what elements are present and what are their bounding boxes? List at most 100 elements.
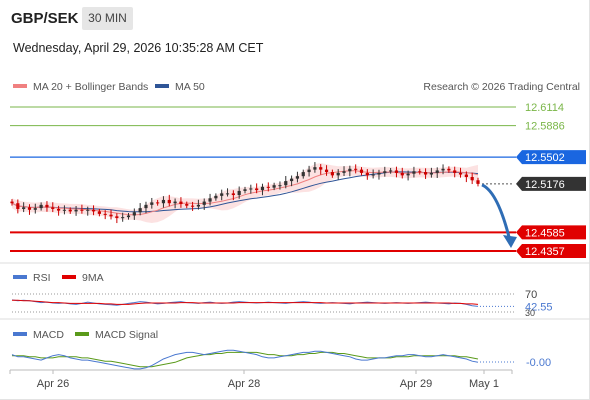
candle-body (237, 190, 241, 196)
candle-body (144, 204, 148, 209)
candle-body (423, 172, 428, 175)
level-tag-label: 12.5886 (525, 121, 565, 133)
candle-body (156, 202, 160, 204)
candle-body (225, 193, 230, 195)
candle-body (39, 204, 43, 209)
level-tag-label: 12.5502 (525, 152, 565, 164)
candle-body (109, 214, 113, 217)
candle-body (383, 171, 387, 173)
candle-body (150, 202, 154, 205)
candle-body (348, 168, 352, 172)
candle-body (97, 211, 101, 214)
macd-value-label: -0.00 (526, 357, 551, 369)
macd-line (11, 349, 479, 370)
macd-legend-swatch (13, 332, 27, 336)
candle-body (16, 203, 20, 209)
candlesticks (10, 162, 480, 224)
candle-body (173, 201, 177, 204)
ma20-legend-label: MA 20 + Bollinger Bands (33, 81, 148, 93)
ma50-legend-swatch (155, 84, 169, 88)
level-tag-bg (516, 150, 586, 165)
price-level-tags: 12.6114 12.5886 12.5502 12.5176 12.4585 12.43… (516, 102, 586, 258)
candle-body (389, 170, 393, 172)
level-tag-bg (516, 244, 586, 258)
level-tag-bg (516, 225, 586, 240)
candle-body (86, 209, 90, 211)
candle-body (447, 168, 451, 171)
candle-body (319, 167, 323, 170)
candle-body (202, 201, 206, 205)
rsi-current-label: 42.55 (525, 301, 553, 313)
price-levels (10, 106, 516, 252)
candle-body (190, 205, 195, 207)
rsi-ma-line (12, 299, 479, 305)
candle-body (91, 209, 96, 212)
forecast-arrow-shaft (481, 183, 512, 242)
research-credit: Research © 2026 Trading Central (423, 81, 580, 93)
candle-body (249, 188, 253, 190)
candle-body (301, 172, 305, 177)
rsi-ma-legend-label: 9MA (82, 272, 104, 284)
candle-body (80, 209, 84, 211)
macd-panel (11, 349, 515, 370)
moving-averages (11, 170, 479, 216)
candle-body (476, 180, 480, 184)
candle-body (278, 185, 282, 187)
macd-signal-legend-label: MACD Signal (95, 329, 158, 341)
level-tag-label: 12.4585 (525, 227, 565, 239)
candle-body (231, 193, 235, 196)
chart-datetime: Wednesday, April 29, 2026 10:35:28 AM CE… (13, 41, 264, 55)
candle-body (138, 208, 142, 213)
macd-signal-legend-swatch (75, 332, 89, 336)
x-tick-label: Apr 26 (37, 378, 69, 390)
candle-body (418, 171, 422, 173)
candle-body (167, 199, 171, 204)
candle-body (429, 172, 433, 175)
candle-body (377, 172, 381, 175)
rsi-level-30-label: 30 (525, 308, 535, 318)
timeframe-button[interactable]: 30 MIN (82, 7, 133, 30)
candle-body (220, 193, 224, 196)
candle-body (62, 209, 67, 211)
candle-body (51, 207, 55, 209)
macd-legend: MACD MACD Signal (13, 329, 158, 341)
x-tick-label: May 1 (469, 378, 499, 390)
candle-body (266, 186, 270, 188)
candle-body (260, 186, 265, 191)
ma20-legend-swatch (13, 84, 27, 88)
price-legend: MA 20 + Bollinger Bands MA 50 Research ©… (13, 81, 580, 93)
candle-body (394, 170, 399, 173)
candle-body (179, 201, 183, 205)
candle-body (121, 217, 125, 219)
candle-body (464, 174, 468, 177)
candle-body (126, 215, 131, 218)
candle-body (57, 208, 61, 211)
candle-body (290, 178, 294, 182)
ma50-line (11, 171, 479, 213)
candle-body (196, 204, 200, 207)
forecast-arrow-head (503, 235, 517, 248)
candle-body (470, 176, 474, 181)
candle-body (272, 185, 276, 188)
candle-body (295, 176, 300, 179)
candle-body (453, 170, 457, 173)
x-tick-label: Apr 29 (400, 378, 432, 390)
candle-body (208, 198, 212, 202)
rsi-legend-swatch (13, 275, 27, 279)
candle-body (324, 169, 329, 173)
candle-body (103, 213, 107, 215)
rsi-ma-legend-swatch (62, 275, 76, 279)
ma50-legend-label: MA 50 (175, 81, 205, 93)
candle-body (435, 170, 439, 173)
candle-body (161, 199, 166, 204)
candle-body (371, 174, 375, 176)
candle-body (255, 188, 259, 191)
candle-body (330, 172, 334, 176)
ma20-line (11, 170, 479, 216)
rsi-level-70-label: 70 (525, 289, 537, 301)
candle-body (336, 172, 340, 176)
candle-body (27, 207, 32, 210)
candle-body (400, 172, 404, 176)
